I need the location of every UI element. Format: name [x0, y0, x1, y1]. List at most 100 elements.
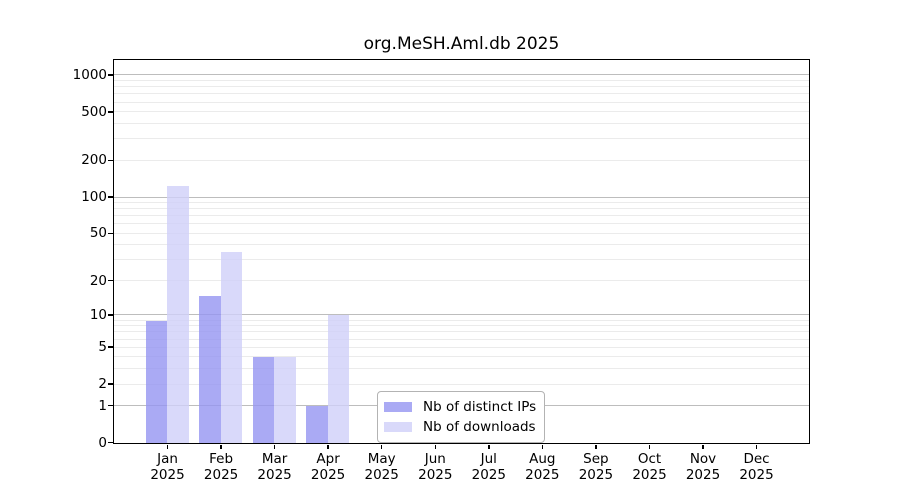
gridline-minor-80	[114, 208, 809, 210]
y-tick-label-100: 100	[81, 189, 107, 205]
y-tick-label-1: 1	[98, 397, 107, 414]
gridline-minor-800	[114, 86, 809, 88]
y-tick-mark-20	[108, 279, 113, 282]
bar-distinct-ips-jan	[145, 320, 167, 443]
x-tick-month-sep: Sep	[583, 451, 609, 467]
x-tick-mark-aug	[541, 444, 544, 449]
legend-item-distinct-ips: Nb of distinct IPs	[384, 397, 536, 417]
gridline-minor-400	[114, 123, 809, 125]
x-tick-year-jan: 2025	[150, 467, 185, 483]
x-tick-mark-nov	[702, 444, 704, 449]
gridline-minor-5	[114, 346, 809, 348]
x-tick-label-aug: Aug 2025	[514, 451, 570, 483]
x-tick-month-jan: Jan	[157, 451, 178, 467]
x-tick-label-nov: Nov 2025	[675, 451, 731, 483]
gridline-major-100	[114, 196, 809, 198]
x-tick-month-jul: Jul	[480, 451, 497, 467]
gridline-minor-8	[114, 325, 809, 327]
bar-distinct-ips-apr	[306, 406, 328, 443]
y-tick-label-0: 0	[98, 434, 107, 451]
bar-distinct-ips-feb	[199, 295, 221, 443]
y-tick-mark-5	[108, 346, 113, 348]
y-tick-mark-10	[108, 314, 113, 316]
gridline-minor-20	[114, 280, 809, 281]
gridline-minor-50	[114, 232, 809, 234]
gridline-minor-700	[114, 93, 809, 95]
y-tick-label-5: 5	[98, 339, 107, 356]
y-tick-label-50: 50	[89, 225, 107, 242]
x-tick-year-apr: 2025	[310, 467, 346, 483]
gridline-minor-600	[114, 101, 809, 103]
gridline-minor-900	[114, 80, 809, 81]
y-tick-mark-0	[108, 441, 113, 444]
bar-downloads-mar	[274, 357, 296, 443]
gridline-minor-2	[114, 383, 809, 385]
gridline-minor-90	[114, 202, 809, 203]
x-tick-mark-apr	[327, 444, 329, 449]
y-tick-mark-1000	[108, 74, 113, 76]
gridline-minor-7	[114, 331, 809, 333]
chart-title: org.MeSH.Aml.db 2025	[363, 34, 560, 54]
x-tick-month-apr: Apr	[316, 451, 340, 467]
x-tick-label-jan: Jan 2025	[140, 451, 196, 483]
gridline-minor-9	[114, 319, 809, 321]
x-tick-label-dec: Dec 2025	[729, 451, 785, 483]
y-tick-label-10: 10	[89, 306, 107, 323]
gridline-minor-30	[114, 259, 809, 261]
y-tick-label-200: 200	[81, 152, 107, 169]
x-tick-year-may: 2025	[364, 467, 399, 483]
gridline-minor-6	[114, 338, 809, 340]
y-tick-mark-1	[108, 404, 113, 407]
gridline-minor-40	[114, 244, 809, 246]
x-tick-mark-dec	[755, 444, 758, 449]
gridline-minor-200	[114, 159, 809, 161]
bar-downloads-jan	[167, 186, 189, 443]
x-tick-month-aug: Aug	[529, 451, 556, 467]
x-tick-year-aug: 2025	[525, 467, 560, 483]
x-tick-year-sep: 2025	[578, 467, 614, 483]
x-tick-label-apr: Apr 2025	[300, 451, 356, 483]
x-tick-mark-mar	[273, 444, 276, 449]
x-tick-year-feb: 2025	[203, 467, 239, 483]
x-tick-mark-jan	[166, 444, 169, 449]
y-tick-label-2: 2	[98, 376, 107, 393]
x-tick-label-feb: Feb 2025	[193, 451, 249, 483]
x-tick-label-oct: Oct 2025	[622, 451, 678, 483]
gridline-minor-70	[114, 215, 809, 217]
bar-downloads-apr	[327, 315, 350, 443]
x-tick-month-mar: Mar	[261, 451, 288, 467]
x-tick-mark-jun	[434, 444, 436, 449]
legend-swatch-downloads	[384, 422, 412, 432]
x-tick-label-mar: Mar 2025	[247, 451, 303, 483]
x-tick-year-jul: 2025	[471, 467, 506, 483]
x-tick-year-jun: 2025	[418, 467, 453, 483]
legend-label-downloads: Nb of downloads	[423, 419, 536, 435]
x-tick-year-oct: 2025	[632, 467, 667, 483]
x-tick-label-sep: Sep 2025	[568, 451, 624, 483]
y-tick-mark-200	[108, 159, 113, 162]
x-tick-month-jun: Jun	[424, 451, 446, 467]
y-tick-label-20: 20	[89, 272, 107, 289]
x-tick-year-dec: 2025	[739, 467, 774, 483]
gridline-major-1000	[114, 74, 809, 76]
x-tick-label-may: May 2025	[354, 451, 410, 483]
x-tick-month-nov: Nov	[689, 451, 717, 467]
y-tick-mark-2	[108, 383, 113, 385]
plot-area: Nb of distinct IPs Nb of downloads	[113, 59, 810, 444]
x-tick-mark-oct	[648, 444, 651, 449]
bar-distinct-ips-mar	[252, 357, 275, 443]
x-tick-month-oct: Oct	[637, 451, 662, 467]
x-tick-year-nov: 2025	[685, 467, 721, 483]
gridline-minor-300	[114, 138, 809, 140]
gridline-minor-500	[114, 111, 809, 113]
gridline-minor-4	[114, 356, 809, 358]
gridline-minor-60	[114, 223, 809, 225]
x-tick-label-jul: Jul 2025	[461, 451, 517, 483]
x-tick-month-feb: Feb	[209, 451, 234, 467]
x-tick-month-dec: Dec	[743, 451, 770, 467]
bar-downloads-feb	[220, 252, 242, 443]
x-tick-mark-sep	[595, 444, 597, 449]
legend-item-downloads: Nb of downloads	[384, 417, 536, 437]
gridline-minor-3	[114, 368, 809, 370]
